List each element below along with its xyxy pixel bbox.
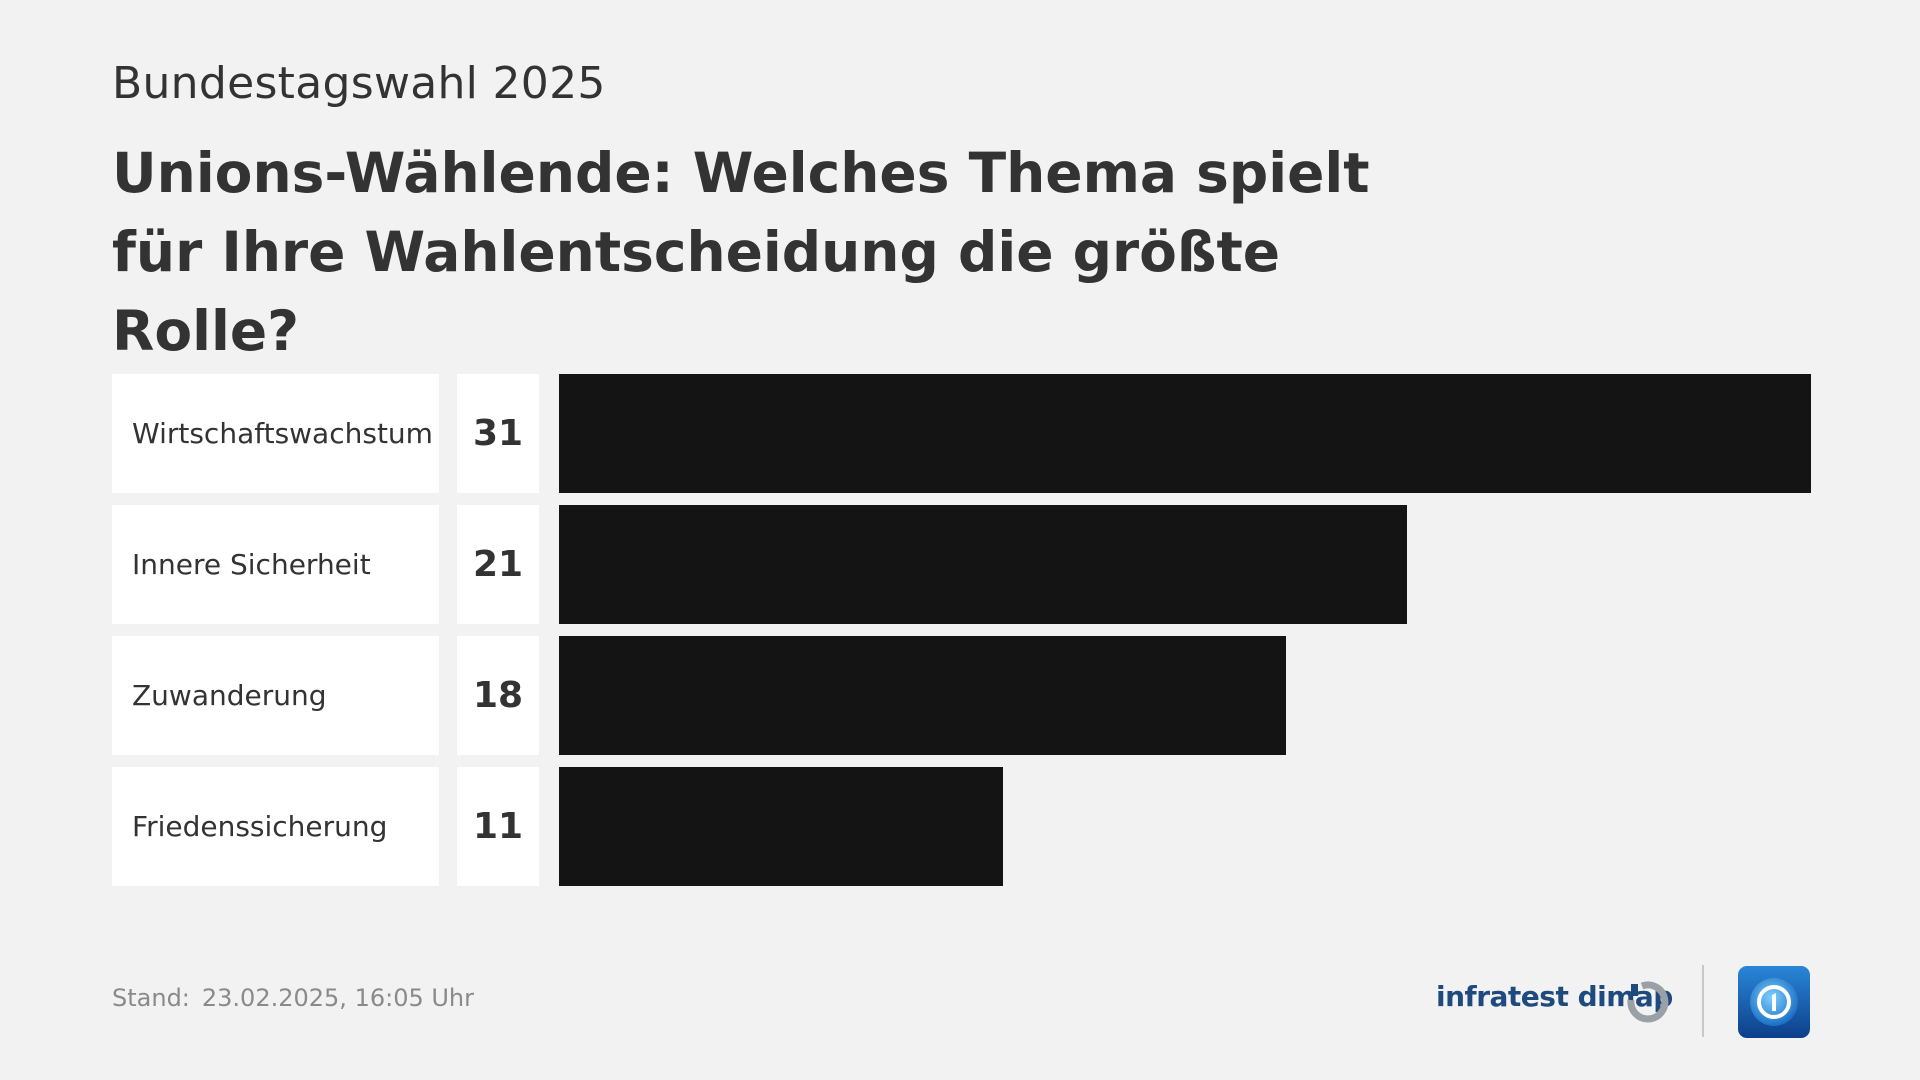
timestamp-value: 23.02.2025, 16:05 Uhr <box>201 984 474 1012</box>
bar-row: Innere Sicherheit 21 <box>112 505 1812 624</box>
bar <box>559 374 1811 493</box>
value-label: 31 <box>457 374 539 493</box>
chart-title: Unions-Wählende: Welches Thema spielt fü… <box>112 141 1370 363</box>
bar <box>559 767 1003 886</box>
chart-kicker: Bundestagswahl 2025 <box>112 58 606 109</box>
tagesschau-logo-icon <box>1738 966 1810 1038</box>
bar-row: Zuwanderung 18 <box>112 636 1812 755</box>
timestamp: Stand: 23.02.2025, 16:05 Uhr <box>112 984 474 1012</box>
category-label: Zuwanderung <box>112 636 439 755</box>
logo-divider <box>1702 965 1704 1037</box>
value-label: 18 <box>457 636 539 755</box>
category-label: Innere Sicherheit <box>112 505 439 624</box>
bar-chart: Wirtschaftswachstum 31 Innere Sicherheit 21… <box>112 374 1812 894</box>
timestamp-label: Stand: <box>112 984 190 1012</box>
category-label: Wirtschaftswachstum <box>112 374 439 493</box>
bar-row: Wirtschaftswachstum 31 <box>112 374 1812 493</box>
value-label: 21 <box>457 505 539 624</box>
bar <box>559 636 1286 755</box>
bar-row: Friedenssicherung 11 <box>112 767 1812 886</box>
value-label: 11 <box>457 767 539 886</box>
category-label: Friedenssicherung <box>112 767 439 886</box>
infratest-dimap-logo-icon <box>1627 981 1669 1023</box>
bar <box>559 505 1407 624</box>
